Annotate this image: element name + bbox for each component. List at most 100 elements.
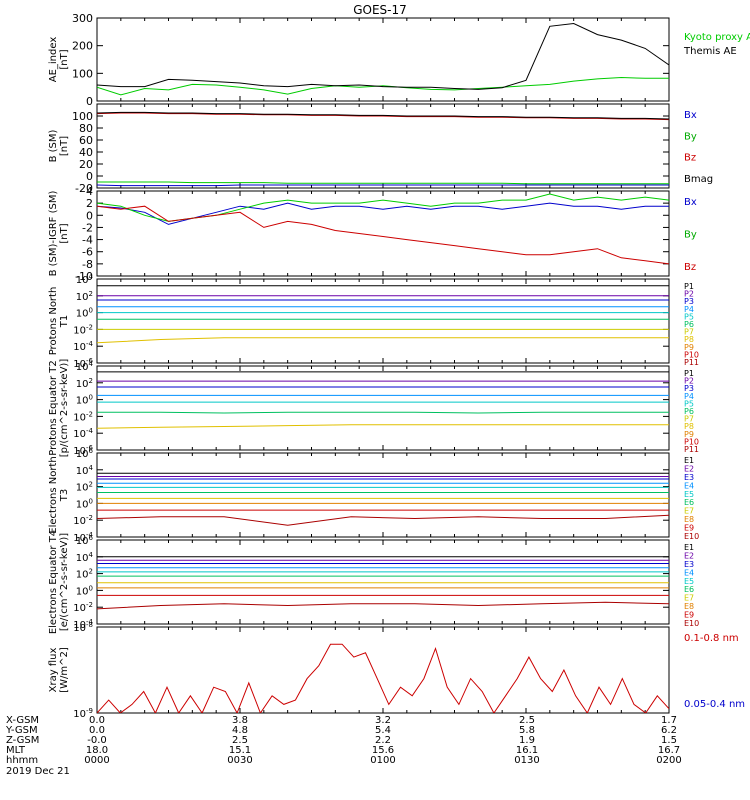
panel-8: 10-8 10-9 Xray flux[W/m^2] 0.1-0.8 nm 0.05-0… xyxy=(48,621,745,720)
orbit-row-x: X-GSM 0.0 3.8 3.2 2.5 1.7 xyxy=(0,716,750,726)
y-tick-label: 100 xyxy=(76,394,93,407)
legend-item: P9 xyxy=(684,343,694,352)
legend-item: P2 xyxy=(684,377,694,386)
y-tick-label: 10-4 xyxy=(73,618,93,631)
orbit-value: 3.2 xyxy=(375,715,391,726)
orbit-value: 2.2 xyxy=(375,735,391,746)
legend-item: P4 xyxy=(684,392,694,401)
legend-item: E7 xyxy=(684,507,694,516)
panel-frame xyxy=(96,539,670,625)
panel-frame xyxy=(96,626,670,714)
legend-item: E8 xyxy=(684,602,694,611)
y-tick-label: 104 xyxy=(76,551,94,564)
legend-item: Bz xyxy=(684,262,696,273)
orbit-value: 4.8 xyxy=(232,725,248,736)
orbit-value: 6.2 xyxy=(661,725,677,736)
orbit-value: -0.0 xyxy=(87,735,107,746)
series-line-p7 xyxy=(97,424,669,429)
legend-item: P10 xyxy=(684,350,699,359)
legend-item: P8 xyxy=(684,335,694,344)
legend-item: E1 xyxy=(684,543,694,552)
y-axis-label: Protons Equator T2[p/(cm^2-s-sr-keV)] xyxy=(48,359,70,458)
series-line-themis-ae xyxy=(97,22,669,90)
y-tick-label: 100 xyxy=(76,497,93,510)
y-tick-label: 0 xyxy=(86,170,93,183)
legend-item: Kyoto proxy AE xyxy=(684,32,750,43)
legend-item: E6 xyxy=(684,585,694,594)
y-tick-label: 10-2 xyxy=(73,601,93,614)
legend-item: By xyxy=(684,230,697,241)
series-line-kyoto-proxy-ae xyxy=(97,76,669,96)
y-axis-label: Protons NorthT1 xyxy=(48,287,70,356)
panel-frame xyxy=(96,278,670,364)
y-tick-label: 106 xyxy=(76,534,94,547)
orbit-value: 16.1 xyxy=(515,745,539,756)
legend-item: P11 xyxy=(684,358,699,367)
y-tick-label: 10-2 xyxy=(73,410,93,423)
legend-item: P10 xyxy=(684,437,699,446)
y-tick-label: 20 xyxy=(79,158,93,171)
panel-frame xyxy=(96,365,670,451)
series-line-bmag xyxy=(97,111,669,120)
legend-item: E4 xyxy=(684,481,694,490)
legend-item: P5 xyxy=(684,399,694,408)
legend-item: E1 xyxy=(684,456,694,465)
y-tick-label: 40 xyxy=(79,146,93,159)
legend-item: P7 xyxy=(684,415,694,424)
panel-frame xyxy=(96,190,670,277)
y-axis-label: Electrons Equator T4[e/(cm^2-s-sr-keV)] xyxy=(48,530,70,634)
orbit-label: MLT xyxy=(6,745,25,756)
legend-item: E6 xyxy=(684,498,694,507)
legend-item: E9 xyxy=(684,611,694,620)
series-line-0-1-0-8-nm xyxy=(97,643,669,713)
y-tick-label: 80 xyxy=(79,122,93,135)
legend-item: 0.1-0.8 nm xyxy=(684,633,739,644)
orbit-row-mlt: MLT 18.0 15.1 15.6 16.1 16.7 xyxy=(0,746,750,756)
orbit-value: 0100 xyxy=(370,755,396,766)
y-tick-label: 102 xyxy=(76,290,93,303)
orbit-value: 5.8 xyxy=(519,725,535,736)
y-tick-label: -2 xyxy=(82,221,93,234)
y-tick-label: 300 xyxy=(72,12,93,25)
orbit-value: 16.7 xyxy=(657,745,681,756)
panel-3: 420-2-4-6-8-10 B (SM)-IGRF (SM)[nT] Bx By Bz xyxy=(48,185,697,283)
y-tick-label: 100 xyxy=(76,584,93,597)
panel-frame xyxy=(96,103,670,189)
legend-item: P8 xyxy=(684,422,694,431)
legend-item: E7 xyxy=(684,594,694,603)
orbit-label: Y-GSM xyxy=(6,725,38,736)
orbit-value: 15.6 xyxy=(371,745,395,756)
series-line-p6 xyxy=(97,411,669,414)
legend-item: E5 xyxy=(684,490,694,499)
orbit-label: hhmm xyxy=(6,755,39,766)
y-axis-label: Electrons NorthT3 xyxy=(48,456,70,533)
legend-item: P6 xyxy=(684,407,694,416)
y-tick-label: 104 xyxy=(76,464,94,477)
series-line-e10 xyxy=(97,514,669,526)
legend-item: 0.05-0.4 nm xyxy=(684,699,745,710)
y-tick-label: 100 xyxy=(72,110,93,123)
y-axis-label: Xray flux[W/m^2] xyxy=(48,647,70,693)
y-tick-label: 10-2 xyxy=(73,323,93,336)
legend-item: E2 xyxy=(684,464,694,473)
y-tick-label: 102 xyxy=(76,568,93,581)
y-tick-label: 60 xyxy=(79,134,93,147)
legend-item: P4 xyxy=(684,305,694,314)
series-line-bx xyxy=(97,202,669,225)
series-line-by xyxy=(97,181,669,185)
orbit-value: 3.8 xyxy=(232,715,248,726)
y-tick-label: 104 xyxy=(76,360,94,373)
legend-item: E3 xyxy=(684,473,694,482)
plot-date: 2019 Dec 21 xyxy=(6,766,70,777)
legend-item: P7 xyxy=(684,328,694,337)
series-line-bz xyxy=(97,112,669,121)
legend-item: Bz xyxy=(684,153,696,164)
legend-item: By xyxy=(684,131,697,142)
y-tick-label: 10-6 xyxy=(73,357,93,370)
y-tick-label: 10-2 xyxy=(73,514,93,527)
y-tick-label: 10-9 xyxy=(73,707,93,720)
